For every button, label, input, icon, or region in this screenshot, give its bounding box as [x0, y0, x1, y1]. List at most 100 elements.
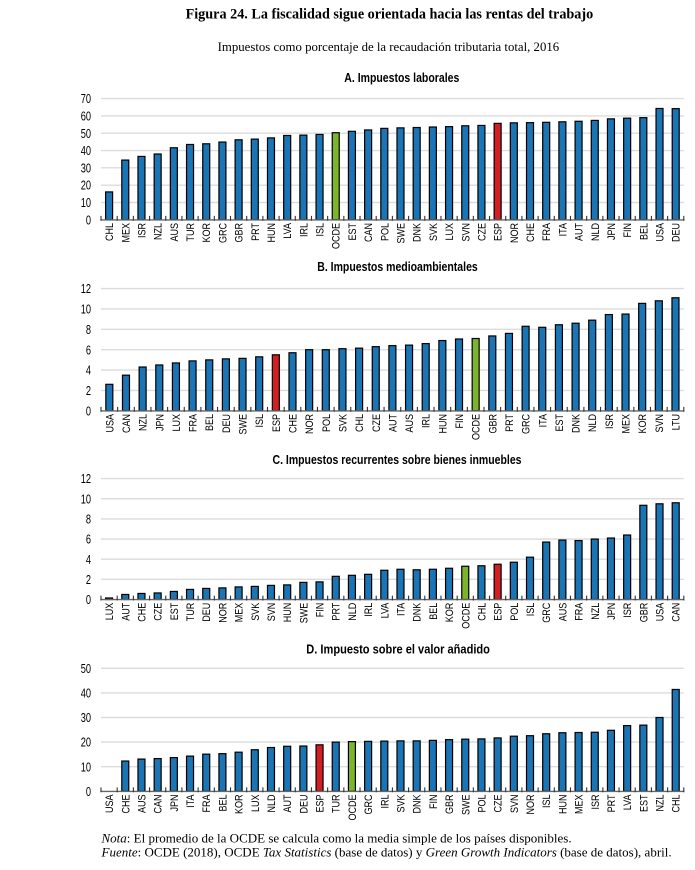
- svg-text:8: 8: [86, 512, 91, 526]
- svg-text:Figura 24. La fiscalidad sigue: Figura 24. La fiscalidad sigue orientada…: [186, 7, 594, 23]
- svg-text:NLD: NLD: [347, 603, 359, 621]
- svg-text:JPN: JPN: [606, 603, 618, 620]
- svg-text:GBR: GBR: [444, 794, 456, 814]
- svg-text:40: 40: [81, 144, 91, 158]
- svg-text:NLD: NLD: [266, 794, 278, 812]
- svg-text:40: 40: [81, 686, 91, 700]
- svg-text:NZL: NZL: [590, 603, 602, 620]
- svg-text:JPN: JPN: [154, 414, 166, 431]
- svg-text:SVN: SVN: [460, 223, 472, 242]
- svg-text:ESP: ESP: [493, 223, 505, 241]
- svg-text:CZE: CZE: [476, 223, 488, 241]
- svg-text:GBR: GBR: [487, 414, 499, 434]
- svg-text:CAN: CAN: [121, 414, 133, 433]
- svg-text:JPN: JPN: [169, 794, 181, 811]
- svg-text:POL: POL: [476, 795, 488, 813]
- svg-text:PRT: PRT: [504, 414, 516, 432]
- svg-text:ISL: ISL: [315, 223, 327, 237]
- svg-text:60: 60: [81, 109, 91, 123]
- svg-text:A. Impuestos laborales: A. Impuestos laborales: [344, 70, 459, 85]
- svg-text:GRC: GRC: [521, 414, 533, 434]
- svg-text:FRA: FRA: [188, 413, 200, 432]
- svg-text:NLD: NLD: [587, 414, 599, 432]
- svg-text:10: 10: [81, 196, 91, 210]
- svg-text:BEL: BEL: [428, 603, 440, 620]
- svg-text:CHE: CHE: [525, 223, 537, 242]
- svg-text:ISR: ISR: [604, 414, 616, 429]
- svg-text:ITA: ITA: [557, 222, 569, 236]
- svg-text:CHL: CHL: [354, 414, 366, 432]
- svg-text:DEU: DEU: [221, 414, 233, 433]
- svg-text:LVA: LVA: [622, 794, 634, 810]
- svg-text:FIN: FIN: [315, 603, 327, 618]
- svg-text:0: 0: [86, 593, 91, 607]
- svg-text:PRT: PRT: [606, 794, 618, 812]
- svg-text:AUT: AUT: [387, 414, 399, 432]
- svg-text:ESP: ESP: [315, 795, 327, 813]
- svg-text:GRC: GRC: [541, 603, 553, 623]
- svg-text:LUX: LUX: [171, 413, 183, 431]
- svg-text:2: 2: [86, 384, 91, 398]
- svg-text:50: 50: [81, 127, 91, 141]
- svg-text:B. Impuestos medioambientales: B. Impuestos medioambientales: [317, 259, 478, 274]
- svg-text:AUT: AUT: [574, 223, 586, 241]
- svg-text:20: 20: [81, 736, 91, 750]
- svg-text:CHL: CHL: [671, 795, 683, 813]
- svg-text:4: 4: [86, 364, 91, 378]
- svg-text:EST: EST: [347, 223, 359, 241]
- svg-text:0: 0: [86, 404, 91, 418]
- svg-text:FIN: FIN: [622, 223, 634, 238]
- svg-text:KOR: KOR: [444, 603, 456, 623]
- svg-text:HUN: HUN: [437, 414, 449, 434]
- svg-text:MEX: MEX: [120, 222, 132, 242]
- svg-text:SVN: SVN: [654, 414, 666, 433]
- svg-text:USA: USA: [104, 413, 116, 432]
- svg-text:POL: POL: [321, 414, 333, 432]
- svg-text:DNK: DNK: [571, 413, 583, 433]
- svg-text:30: 30: [81, 711, 91, 725]
- svg-text:10: 10: [81, 303, 91, 317]
- svg-text:LUX: LUX: [444, 222, 456, 240]
- svg-text:NOR: NOR: [304, 414, 316, 434]
- svg-text:SWE: SWE: [298, 603, 310, 624]
- svg-text:2: 2: [86, 573, 91, 587]
- svg-text:SVN: SVN: [509, 794, 521, 813]
- svg-text:USA: USA: [104, 794, 116, 813]
- svg-text:HUN: HUN: [282, 603, 294, 623]
- svg-text:PRT: PRT: [250, 223, 262, 241]
- svg-text:GBR: GBR: [638, 603, 650, 623]
- svg-text:FRA: FRA: [201, 794, 213, 813]
- svg-text:CZE: CZE: [153, 603, 165, 621]
- svg-text:AUS: AUS: [404, 414, 416, 433]
- svg-text:SVK: SVK: [395, 794, 407, 813]
- svg-text:C. Impuestos recurrentes sobre: C. Impuestos recurrentes sobre bienes in…: [273, 452, 522, 467]
- svg-text:CHE: CHE: [287, 414, 299, 433]
- svg-text:AUS: AUS: [136, 795, 148, 814]
- svg-text:ITA: ITA: [537, 413, 549, 427]
- svg-text:NOR: NOR: [509, 223, 521, 243]
- svg-text:AUT: AUT: [120, 602, 132, 620]
- svg-text:ISL: ISL: [541, 795, 553, 809]
- svg-text:SWE: SWE: [460, 795, 472, 816]
- svg-text:GBR: GBR: [234, 223, 246, 243]
- svg-text:EST: EST: [638, 794, 650, 812]
- svg-text:10: 10: [81, 760, 91, 774]
- svg-text:4: 4: [86, 553, 91, 567]
- svg-text:SVK: SVK: [428, 222, 440, 241]
- svg-text:KOR: KOR: [201, 223, 213, 243]
- svg-text:30: 30: [81, 161, 91, 175]
- svg-text:Fuente: OCDE (2018), OCDE Tax: Fuente: OCDE (2018), OCDE Tax Statistics…: [101, 844, 672, 859]
- svg-text:0: 0: [86, 785, 91, 799]
- svg-text:DEU: DEU: [298, 794, 310, 813]
- svg-text:TUR: TUR: [185, 603, 197, 622]
- svg-text:CAN: CAN: [363, 223, 375, 242]
- svg-text:ISR: ISR: [590, 794, 602, 809]
- svg-text:70: 70: [81, 92, 91, 106]
- svg-text:Nota: El promedio de la OCDE s: Nota: El promedio de la OCDE se calcula …: [101, 830, 572, 845]
- svg-text:POL: POL: [379, 223, 391, 241]
- svg-text:HUN: HUN: [266, 223, 278, 243]
- svg-text:BEL: BEL: [204, 414, 216, 431]
- svg-text:0: 0: [86, 213, 91, 227]
- svg-text:NOR: NOR: [217, 603, 229, 623]
- svg-text:BEL: BEL: [217, 795, 229, 812]
